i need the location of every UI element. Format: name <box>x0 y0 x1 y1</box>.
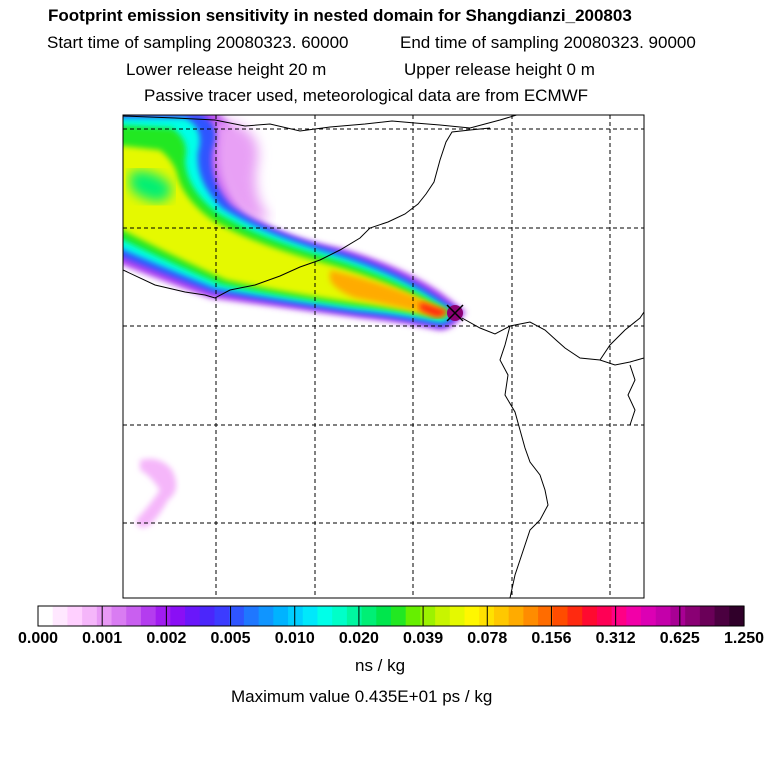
colorbar-segment <box>273 606 289 626</box>
colorbar-tick-label: 0.000 <box>17 630 59 647</box>
colorbar-segment <box>435 606 451 626</box>
coastline-korea <box>627 364 636 426</box>
colorbar-segment <box>626 606 642 626</box>
coastline-east <box>599 311 644 361</box>
colorbar-segment <box>243 606 260 626</box>
chart-title: Footprint emission sensitivity in nested… <box>48 6 632 25</box>
border-west <box>123 127 491 299</box>
colorbar-segment <box>420 606 436 626</box>
maximum-value: Maximum value 0.435E+01 ps / kg <box>231 687 493 706</box>
map-frame <box>122 114 645 599</box>
colorbar-segment <box>126 606 142 626</box>
colorbar-tick-label: 0.312 <box>595 630 636 647</box>
colorbar-segment <box>449 606 466 626</box>
colorbar-tick-label: 0.010 <box>274 630 315 647</box>
colorbar-segment <box>596 606 613 626</box>
colorbar-segment <box>52 606 69 626</box>
colorbar-tick-label: 0.039 <box>403 630 444 647</box>
colorbar-segment <box>655 606 672 626</box>
colorbar-tick-label: 0.002 <box>146 630 187 647</box>
colorbar-segment <box>140 606 157 626</box>
colorbar-segment <box>376 606 392 626</box>
coastline-bohai <box>461 317 644 366</box>
colorbar-segment <box>170 606 186 626</box>
map-area <box>123 115 644 598</box>
colorbar-segment <box>714 606 730 626</box>
colorbar-segment <box>670 606 686 626</box>
upper-release-height: Upper release height 0 m <box>404 60 595 79</box>
colorbar-segment <box>199 606 216 626</box>
colorbar-tick-label: 0.001 <box>82 630 123 647</box>
colorbar-segment <box>538 606 554 626</box>
colorbar-segment <box>493 606 510 626</box>
colorbar-segment <box>582 606 598 626</box>
coastline-north <box>123 115 519 132</box>
colorbar-segment <box>38 606 54 626</box>
sampling-end: End time of sampling 20080323. 90000 <box>400 33 696 52</box>
colorbar-units: ns / kg <box>355 656 406 675</box>
colorbar-segment <box>641 606 657 626</box>
colorbar-segment <box>729 606 745 626</box>
colorbar-segment <box>552 606 569 626</box>
coastline-shandong <box>499 325 549 598</box>
release-site-marker <box>446 304 464 322</box>
plume-band-red <box>420 302 448 318</box>
colorbar-segment <box>699 606 716 626</box>
coastlines <box>123 115 644 598</box>
colorbar-segment <box>111 606 127 626</box>
colorbar-segment <box>332 606 348 626</box>
plume-band-green-core <box>130 171 172 202</box>
lower-release-height: Lower release height 20 m <box>126 60 327 79</box>
plume-band-secondary-south <box>136 458 177 528</box>
colorbar-segment <box>67 606 83 626</box>
colorbar-segment <box>685 606 701 626</box>
colorbar-segment <box>288 606 304 626</box>
colorbar-tick-label: 0.156 <box>531 630 572 647</box>
colorbar-segment <box>391 606 407 626</box>
colorbar-segment <box>567 606 583 626</box>
tracer-info: Passive tracer used, meteorological data… <box>144 86 589 105</box>
colorbar-segment <box>508 606 524 626</box>
colorbar-segment <box>258 606 274 626</box>
colorbar-segment <box>82 606 98 626</box>
plume-band-orange <box>330 270 445 316</box>
plume-band-magenta-patch <box>213 118 270 221</box>
colorbar-segment <box>96 606 113 626</box>
grid-lines <box>123 115 644 598</box>
colorbar-tick-label: 0.625 <box>659 630 700 647</box>
colorbar-segment <box>155 606 171 626</box>
colorbar-segment <box>214 606 230 626</box>
colorbar-dividers <box>101 606 681 626</box>
colorbar-segment <box>361 606 377 626</box>
sampling-start: Start time of sampling 20080323. 60000 <box>47 33 349 52</box>
colorbar-segment <box>317 606 333 626</box>
colorbar-tick-label: 0.005 <box>210 630 251 647</box>
colorbar-segment <box>464 606 480 626</box>
colorbar-segment <box>405 606 422 626</box>
colorbar-segment <box>611 606 627 626</box>
colorbar-segment <box>523 606 539 626</box>
colorbar-tick-label: 0.078 <box>467 630 508 647</box>
colorbar-segment <box>346 606 363 626</box>
colorbar <box>38 606 745 626</box>
colorbar-tick-label: 0.020 <box>338 630 379 647</box>
colorbar-tick-label: 1.250 <box>723 630 765 647</box>
colorbar-segment <box>302 606 319 626</box>
colorbar-segment <box>229 606 245 626</box>
colorbar-segment <box>185 606 201 626</box>
colorbar-frame <box>37 605 745 627</box>
